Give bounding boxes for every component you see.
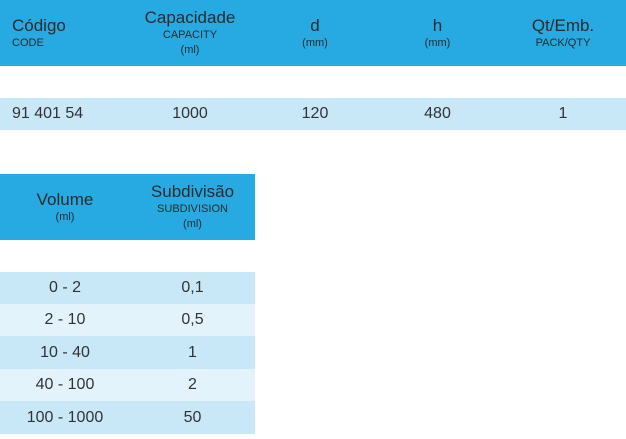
subdivision-table-header <box>0 174 255 240</box>
cell-subdivision: 2 <box>188 376 197 393</box>
header-height: h (mm) <box>375 0 500 66</box>
table-row <box>0 401 255 434</box>
table-row <box>0 304 255 336</box>
header-height-unit: (mm) <box>424 36 451 49</box>
header-subdivision: Subdivisão SUBDIVISION (ml) <box>130 174 255 240</box>
header-capacity-unit: (ml) <box>180 44 200 56</box>
header-capacity: Capacidade CAPACITY (ml) <box>125 0 255 66</box>
header-subdivision-unit: (ml) <box>183 218 202 230</box>
product-table-header <box>0 0 626 66</box>
header-pack-qty-label: Qt/Emb. <box>531 15 595 35</box>
header-pack-qty: Qt/Emb. PACK/QTY <box>500 0 626 66</box>
header-code-label: Código <box>12 15 66 35</box>
header-height-label: h <box>432 15 443 35</box>
cell-volume: 10 - 40 <box>40 343 90 361</box>
header-diameter-label: d <box>310 15 320 35</box>
table-row <box>0 272 255 304</box>
table-row <box>0 369 255 401</box>
header-capacity-label: Capacidade <box>144 8 236 27</box>
header-code-sublabel: CODE <box>12 36 44 49</box>
cell-code: 91 401 54 <box>12 105 84 122</box>
cell-capacity: 1000 <box>172 105 208 122</box>
header-volume: Volume (ml) <box>0 174 130 240</box>
cell-volume: 40 - 100 <box>35 376 95 393</box>
cell-subdivision: 1 <box>188 343 197 361</box>
cell-height: 480 <box>424 105 451 122</box>
cell-pack-qty: 1 <box>558 105 568 122</box>
cell-volume: 100 - 1000 <box>26 408 104 426</box>
header-code: Código CODE <box>0 0 125 66</box>
header-subdivision-sublabel: SUBDIVISION <box>157 203 228 215</box>
header-volume-label: Volume <box>36 189 94 209</box>
table-row <box>0 336 255 369</box>
cell-volume: 2 - 10 <box>44 311 86 328</box>
header-diameter: d (mm) <box>255 0 375 66</box>
header-volume-unit: (ml) <box>55 210 75 223</box>
header-diameter-unit: (mm) <box>302 36 328 49</box>
cell-diameter: 120 <box>301 105 329 122</box>
cell-volume: 0 - 2 <box>48 279 81 296</box>
header-pack-qty-sublabel: PACK/QTY <box>535 36 591 49</box>
header-capacity-sublabel: CAPACITY <box>162 29 218 41</box>
cell-subdivision: 0,1 <box>181 279 204 296</box>
cell-subdivision: 50 <box>183 408 202 426</box>
header-subdivision-label: Subdivisão <box>150 182 235 201</box>
cell-subdivision: 0,5 <box>181 311 204 328</box>
table-row <box>0 98 626 130</box>
